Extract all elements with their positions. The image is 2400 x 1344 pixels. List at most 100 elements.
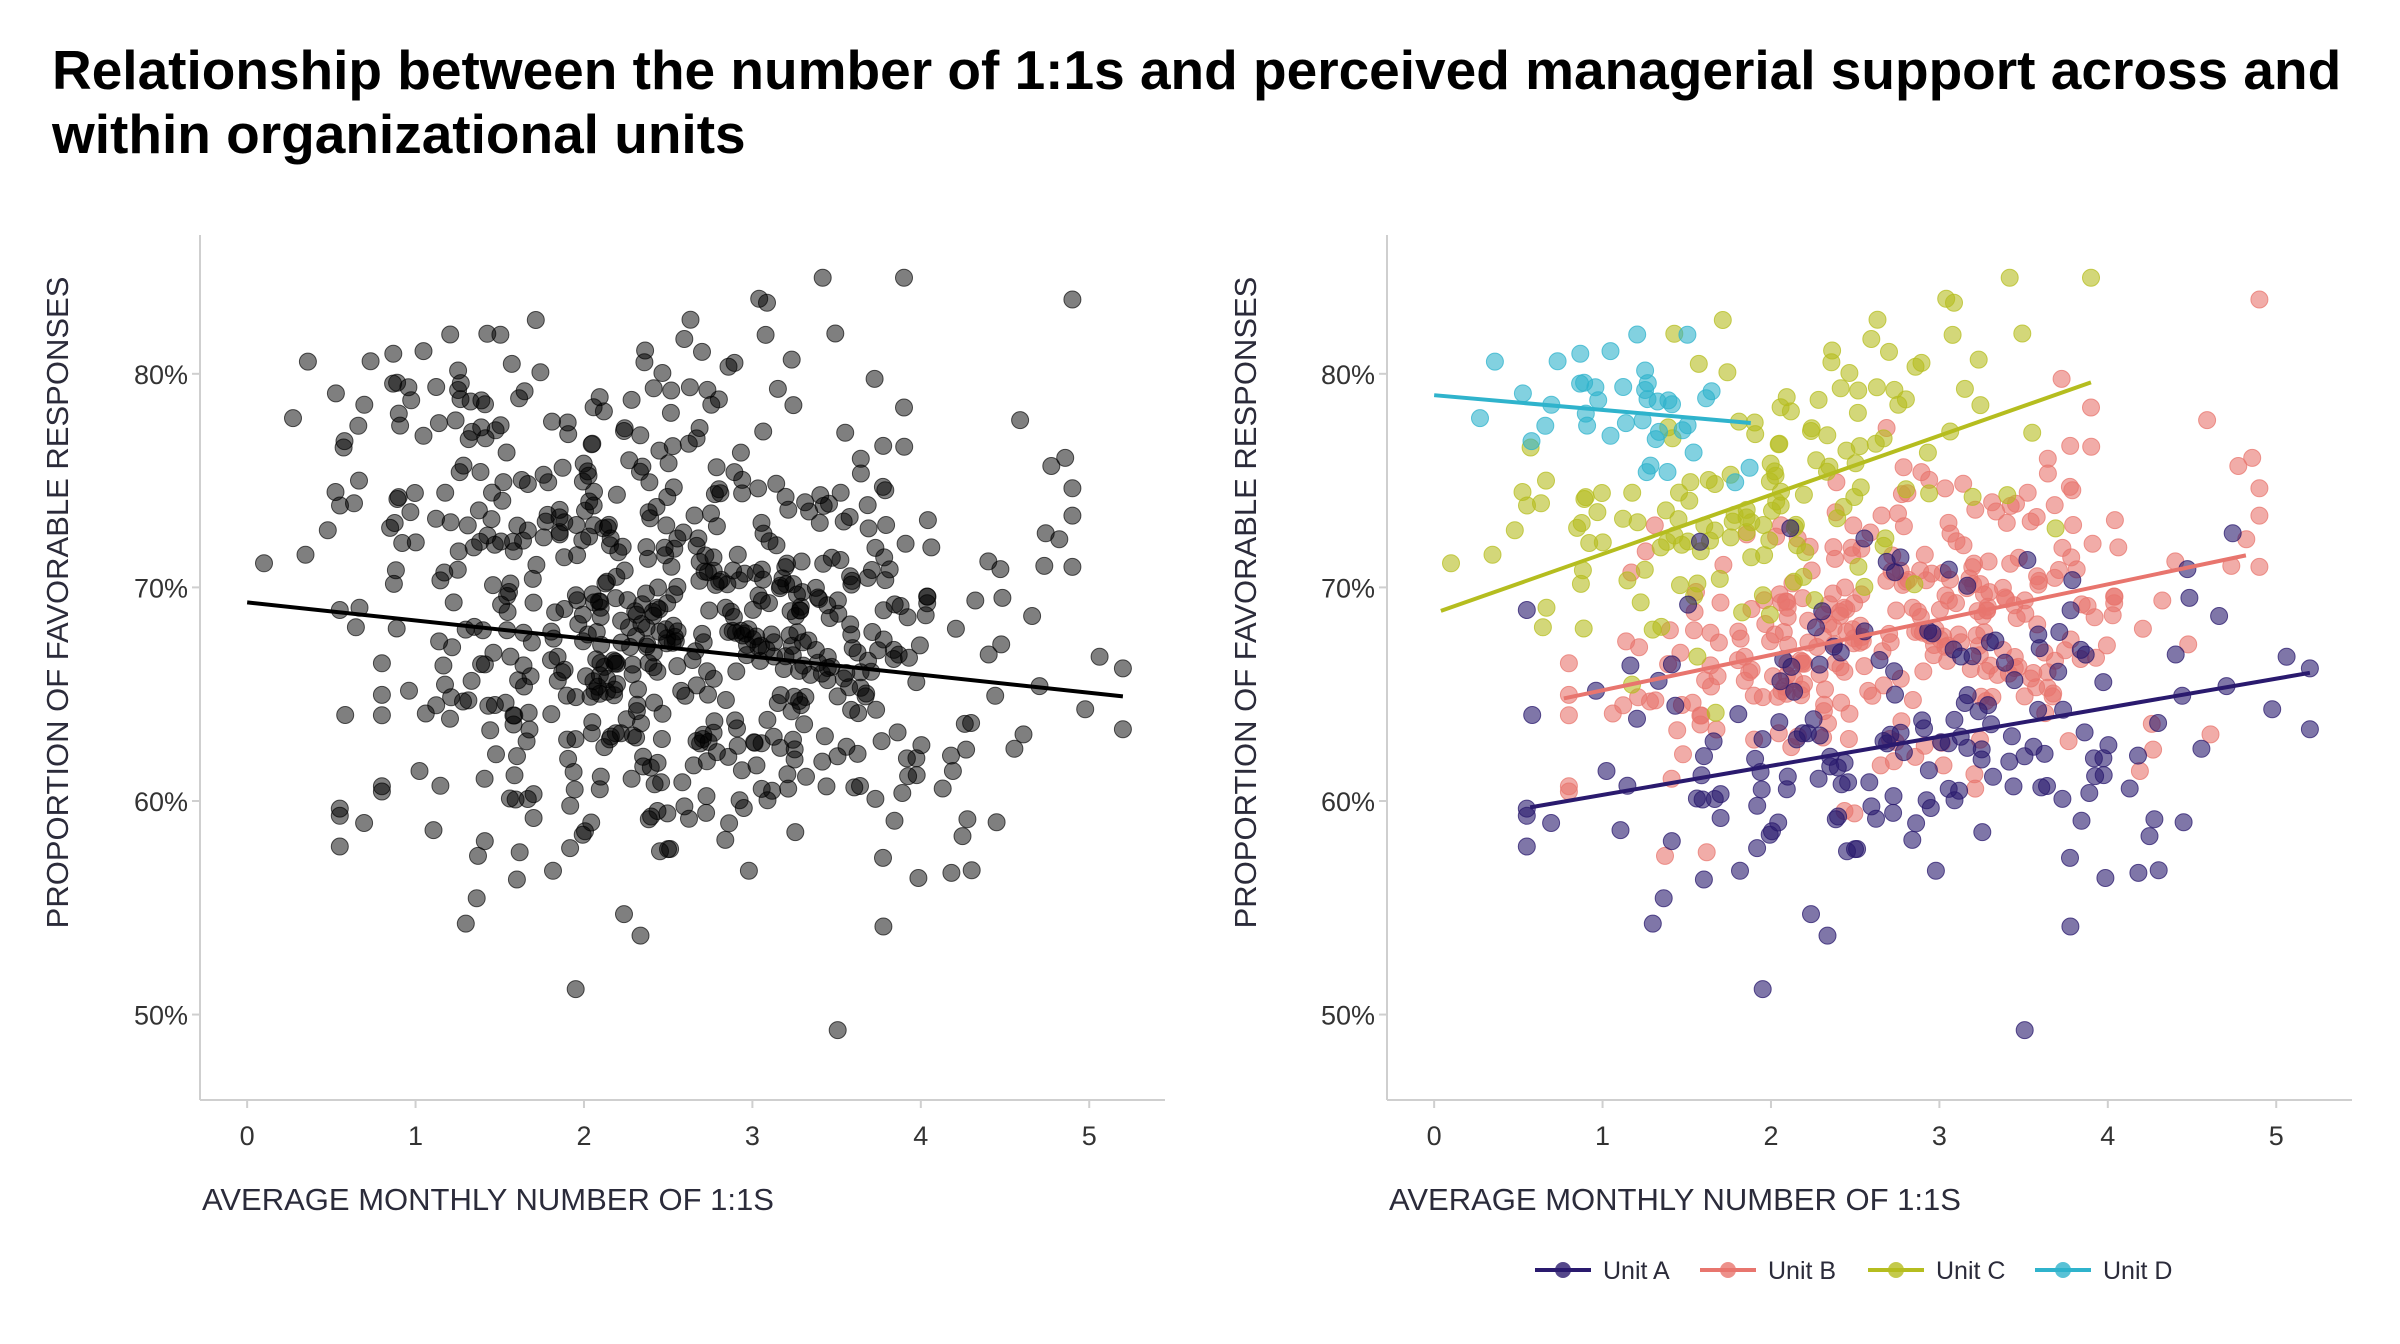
- data-point: [1641, 692, 1659, 711]
- data-point: [1523, 706, 1542, 724]
- data-point: [454, 692, 472, 711]
- data-point: [909, 869, 928, 887]
- data-point: [2094, 673, 2113, 692]
- data-point: [2049, 662, 2068, 681]
- data-point: [1862, 330, 1881, 348]
- data-point: [1014, 725, 1033, 744]
- data-point: [1063, 290, 1082, 309]
- data-point: [1914, 662, 1933, 681]
- data-point: [349, 416, 368, 435]
- data-point: [484, 576, 502, 595]
- data-point: [1485, 352, 1504, 371]
- data-point: [899, 767, 918, 786]
- data-point: [858, 568, 877, 587]
- data-point: [1654, 889, 1673, 908]
- data-point: [662, 381, 681, 400]
- data-point: [1537, 471, 1555, 490]
- legend: Unit A Unit B Unit C Unit D: [1535, 1257, 2172, 1285]
- data-point: [355, 395, 374, 414]
- data-point: [680, 378, 699, 397]
- data-point: [639, 549, 657, 568]
- data-point: [1912, 353, 1931, 372]
- data-point: [896, 534, 915, 553]
- data-point: [1645, 516, 1664, 535]
- data-point: [355, 814, 374, 832]
- data-point: [1695, 747, 1713, 766]
- data-point: [747, 756, 766, 775]
- data-point: [1628, 709, 1646, 728]
- data-point: [828, 747, 847, 766]
- data-point: [1984, 767, 2002, 786]
- data-point: [1809, 769, 1828, 788]
- y-axis-title: PROPORTION OF FAVORABLE RESPONSES: [1228, 277, 1263, 929]
- data-point: [1623, 483, 1642, 502]
- data-point: [1963, 487, 1982, 506]
- data-point: [784, 396, 803, 415]
- data-point: [1533, 618, 1552, 637]
- data-point: [2015, 747, 2034, 766]
- data-point: [1836, 578, 1854, 597]
- data-point: [1963, 647, 1982, 666]
- data-point: [491, 416, 510, 435]
- data-point: [326, 384, 345, 403]
- right-panel: 0 1 2 3 4 5 50% 60% 70% 80% AVERAGE MONTHLY NUMBER…: [1228, 235, 2352, 1217]
- data-point: [2043, 687, 2062, 706]
- data-point: [880, 560, 899, 579]
- data-point: [1826, 810, 1845, 829]
- data-point: [1611, 821, 1630, 840]
- data-point: [869, 641, 888, 660]
- x-tick-label: 4: [913, 1121, 928, 1151]
- data-point: [2045, 568, 2064, 587]
- data-point: [330, 837, 349, 856]
- data-point: [1471, 409, 1489, 428]
- data-point: [762, 625, 781, 644]
- data-point: [1943, 325, 1962, 344]
- data-point: [372, 685, 391, 704]
- data-point: [653, 364, 672, 382]
- data-point: [796, 493, 815, 512]
- data-point: [1781, 402, 1800, 421]
- data-point: [1638, 390, 1657, 409]
- data-point: [724, 608, 743, 626]
- data-point: [1818, 926, 1837, 945]
- data-point: [1793, 724, 1812, 743]
- data-point: [2038, 464, 2057, 483]
- data-point: [1804, 710, 1823, 729]
- x-tick-label: 2: [1763, 1121, 1778, 1151]
- data-point: [918, 511, 937, 530]
- data-point: [467, 889, 486, 908]
- data-point: [414, 342, 433, 361]
- data-point: [1831, 379, 1850, 398]
- data-point: [888, 723, 907, 742]
- data-point: [795, 715, 814, 734]
- data-point: [743, 600, 762, 619]
- data-point: [728, 736, 747, 755]
- data-point: [739, 861, 758, 880]
- data-point: [1945, 791, 1964, 810]
- legend-marker: [1720, 1262, 1736, 1278]
- data-point: [2018, 551, 2037, 569]
- data-point: [389, 404, 408, 423]
- data-point: [693, 624, 712, 643]
- data-point: [675, 330, 694, 348]
- data-point: [2105, 511, 2124, 530]
- x-axis-title: AVERAGE MONTHLY NUMBER OF 1:1S: [1389, 1182, 1961, 1217]
- data-point: [659, 454, 678, 473]
- data-point: [2072, 811, 2091, 830]
- data-point: [874, 436, 893, 455]
- data-point: [697, 787, 716, 806]
- data-point: [840, 508, 859, 526]
- data-point: [2029, 625, 2048, 644]
- data-point: [1710, 569, 1729, 588]
- data-point: [2250, 557, 2269, 576]
- data-point: [400, 681, 418, 700]
- data-point: [1971, 396, 1990, 415]
- data-point: [895, 268, 913, 287]
- y-tick-label: 70%: [134, 573, 188, 603]
- data-point: [606, 652, 625, 671]
- data-point: [1766, 466, 1785, 485]
- data-point: [1063, 479, 1082, 498]
- data-point: [615, 905, 633, 924]
- data-point: [1859, 681, 1878, 700]
- data-point: [2109, 538, 2128, 557]
